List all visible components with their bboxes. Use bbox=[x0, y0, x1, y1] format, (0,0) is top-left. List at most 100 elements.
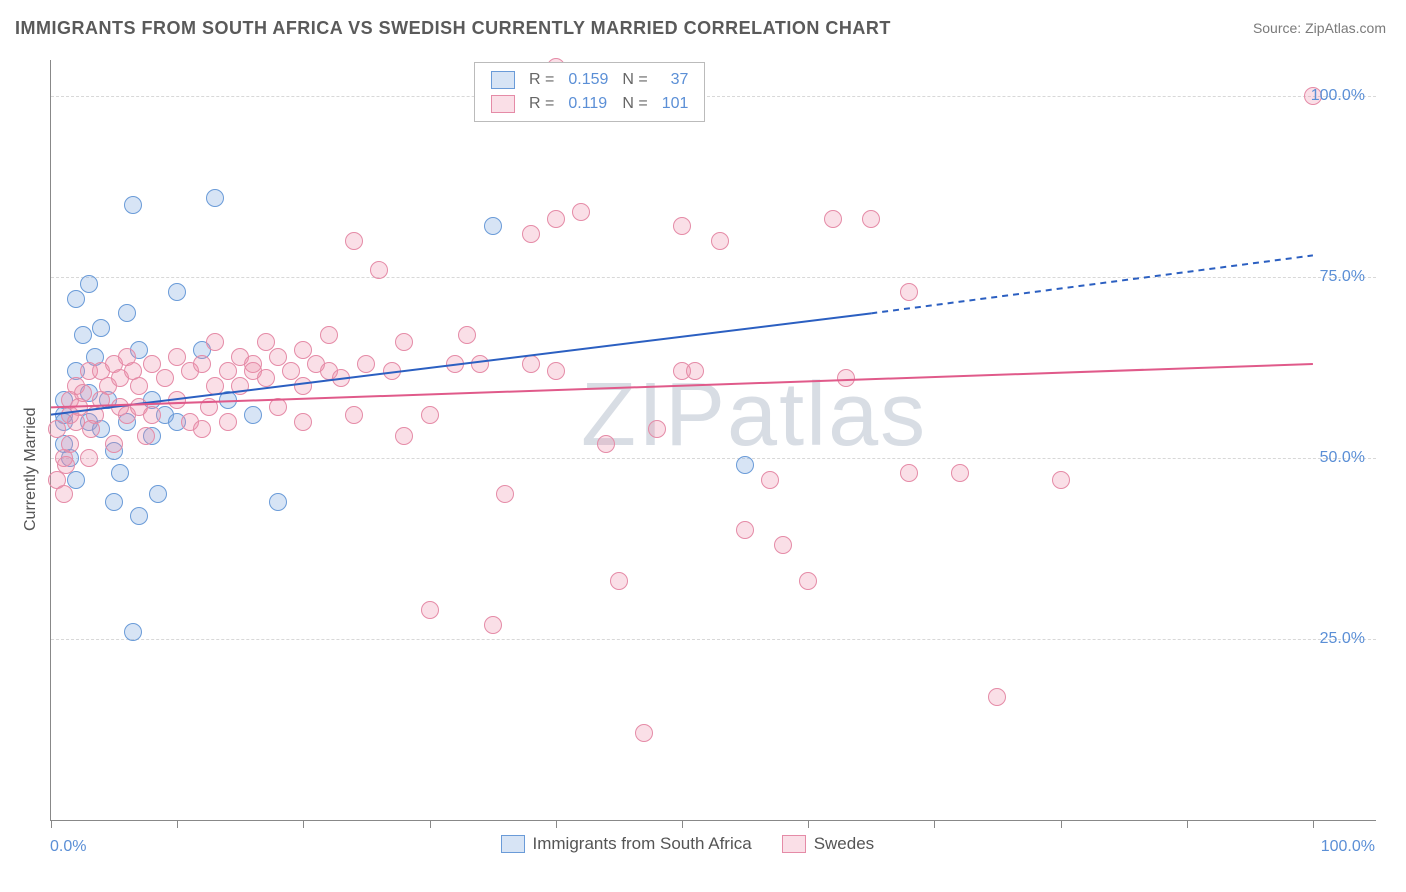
data-point-sa bbox=[130, 507, 148, 525]
data-point-sw bbox=[357, 355, 375, 373]
data-point-sw bbox=[193, 420, 211, 438]
y-tick-label: 25.0% bbox=[1320, 630, 1365, 648]
data-point-sa bbox=[74, 326, 92, 344]
data-point-sw bbox=[900, 464, 918, 482]
data-point-sw bbox=[824, 210, 842, 228]
data-point-sw bbox=[345, 232, 363, 250]
data-point-sw bbox=[156, 369, 174, 387]
swatch-sa bbox=[491, 71, 515, 89]
legend-label: Immigrants from South Africa bbox=[533, 834, 752, 854]
data-point-sw bbox=[496, 485, 514, 503]
data-point-sw bbox=[799, 572, 817, 590]
legend-item-sw: Swedes bbox=[782, 834, 874, 854]
x-tick bbox=[430, 820, 431, 828]
data-point-sw bbox=[332, 369, 350, 387]
data-point-sw bbox=[61, 435, 79, 453]
data-point-sw bbox=[951, 464, 969, 482]
x-axis-min-label: 0.0% bbox=[50, 838, 86, 856]
data-point-sw bbox=[597, 435, 615, 453]
data-point-sw bbox=[370, 261, 388, 279]
data-point-sw bbox=[168, 391, 186, 409]
n-label: N = bbox=[616, 69, 653, 91]
gridline bbox=[51, 458, 1376, 459]
data-point-sw bbox=[761, 471, 779, 489]
source-label: Source: ZipAtlas.com bbox=[1253, 20, 1386, 36]
x-tick bbox=[177, 820, 178, 828]
trend-lines bbox=[51, 60, 1376, 820]
data-point-sw bbox=[837, 369, 855, 387]
data-point-sa bbox=[80, 275, 98, 293]
data-point-sw bbox=[862, 210, 880, 228]
r-label: R = bbox=[523, 69, 560, 91]
data-point-sw bbox=[1052, 471, 1070, 489]
data-point-sa bbox=[736, 456, 754, 474]
r-label: R = bbox=[523, 93, 560, 115]
x-tick bbox=[1061, 820, 1062, 828]
watermark: ZIPatlas bbox=[581, 364, 927, 467]
data-point-sw bbox=[446, 355, 464, 373]
legend-row-sa: R = 0.159 N = 37 bbox=[485, 69, 694, 91]
gridline bbox=[51, 277, 1376, 278]
data-point-sw bbox=[294, 377, 312, 395]
data-point-sa bbox=[111, 464, 129, 482]
data-point-sw bbox=[421, 406, 439, 424]
data-point-sw bbox=[610, 572, 628, 590]
data-point-sw bbox=[471, 355, 489, 373]
data-point-sw bbox=[484, 616, 502, 634]
data-point-sw bbox=[200, 398, 218, 416]
data-point-sw bbox=[257, 369, 275, 387]
legend-item-sa: Immigrants from South Africa bbox=[501, 834, 752, 854]
r-value-sw: 0.119 bbox=[562, 93, 614, 115]
series-legend: Immigrants from South Africa Swedes bbox=[501, 834, 875, 854]
data-point-sw bbox=[711, 232, 729, 250]
data-point-sw bbox=[648, 420, 666, 438]
data-point-sw bbox=[320, 326, 338, 344]
swatch-sa bbox=[501, 835, 525, 853]
data-point-sw bbox=[193, 355, 211, 373]
x-tick bbox=[1187, 820, 1188, 828]
data-point-sw bbox=[395, 427, 413, 445]
data-point-sw bbox=[345, 406, 363, 424]
r-value-sa: 0.159 bbox=[562, 69, 614, 91]
x-tick bbox=[934, 820, 935, 828]
x-tick bbox=[1313, 820, 1314, 828]
chart-container: IMMIGRANTS FROM SOUTH AFRICA VS SWEDISH … bbox=[0, 0, 1406, 892]
data-point-sa bbox=[168, 283, 186, 301]
data-point-sw bbox=[421, 601, 439, 619]
data-point-sa bbox=[124, 196, 142, 214]
data-point-sw bbox=[219, 413, 237, 431]
data-point-sw bbox=[547, 210, 565, 228]
n-value-sa: 37 bbox=[656, 69, 695, 91]
legend-row-sw: R = 0.119 N = 101 bbox=[485, 93, 694, 115]
data-point-sw bbox=[547, 362, 565, 380]
data-point-sa bbox=[149, 485, 167, 503]
data-point-sw bbox=[137, 427, 155, 445]
data-point-sa bbox=[219, 391, 237, 409]
data-point-sw bbox=[686, 362, 704, 380]
data-point-sw bbox=[522, 355, 540, 373]
n-value-sw: 101 bbox=[656, 93, 695, 115]
data-point-sw bbox=[143, 406, 161, 424]
data-point-sw bbox=[900, 283, 918, 301]
gridline bbox=[51, 96, 1376, 97]
chart-title: IMMIGRANTS FROM SOUTH AFRICA VS SWEDISH … bbox=[15, 18, 891, 39]
data-point-sa bbox=[124, 623, 142, 641]
data-point-sw bbox=[774, 536, 792, 554]
y-tick-label: 50.0% bbox=[1320, 449, 1365, 467]
data-point-sw bbox=[231, 377, 249, 395]
swatch-sw bbox=[491, 95, 515, 113]
n-label: N = bbox=[616, 93, 653, 115]
data-point-sw bbox=[57, 456, 75, 474]
data-point-sw bbox=[55, 485, 73, 503]
data-point-sa bbox=[206, 189, 224, 207]
x-tick bbox=[303, 820, 304, 828]
data-point-sw bbox=[736, 521, 754, 539]
plot-area: ZIPatlas bbox=[50, 60, 1376, 821]
y-tick-label: 100.0% bbox=[1311, 87, 1365, 105]
data-point-sw bbox=[80, 449, 98, 467]
x-tick bbox=[808, 820, 809, 828]
data-point-sw bbox=[458, 326, 476, 344]
data-point-sw bbox=[269, 398, 287, 416]
y-tick-label: 75.0% bbox=[1320, 268, 1365, 286]
y-axis-label: Currently Married bbox=[22, 408, 40, 532]
